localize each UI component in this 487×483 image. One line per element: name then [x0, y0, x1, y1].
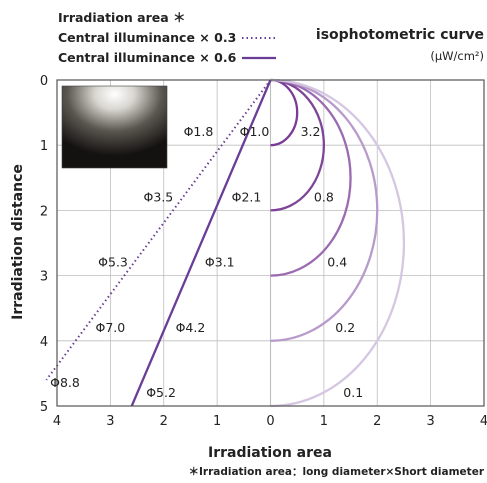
- diameter-label: Φ4.2: [176, 320, 206, 335]
- legend-label-dotted: Central illuminance × 0.3: [58, 30, 236, 45]
- x-tick-label: 4: [480, 414, 487, 429]
- y-tick-labels: 0 1 2 3 4 5: [40, 74, 48, 415]
- legend-label-solid: Central illuminance × 0.6: [58, 50, 237, 65]
- diameter-label: Φ7.0: [96, 320, 126, 335]
- curve-value-labels: 3.2 0.8 0.4 0.2 0.1: [301, 124, 364, 400]
- x-tick-label: 2: [160, 414, 168, 429]
- footnote: ＊Irradiation area：long diameter×Short di…: [188, 466, 484, 478]
- diameter-label: Φ3.1: [205, 255, 235, 270]
- x-tick-label: 1: [213, 414, 221, 429]
- x-tick-label: 3: [106, 414, 114, 429]
- curve-value-label: 0.2: [335, 320, 355, 335]
- y-tick-label: 1: [40, 139, 48, 154]
- legend: Irradiation area ＊ Central illuminance ×…: [58, 10, 276, 65]
- chart-title: isophotometric curve: [316, 27, 484, 43]
- y-axis-title: Irradiation distance: [10, 164, 26, 320]
- diameter-label: Φ1.0: [240, 124, 270, 139]
- diameter-labels: Φ1.0 Φ1.8 Φ2.1 Φ3.5 Φ3.1 Φ5.3 Φ4.2 Φ7.0 Φ5.2 Φ8.8: [50, 124, 269, 400]
- x-tick-label: 2: [373, 414, 381, 429]
- chart-unit: (μW/cm²): [430, 49, 484, 63]
- isophotometric-curves: [270, 78, 406, 408]
- y-tick-label: 0: [40, 74, 48, 89]
- legend-header: Irradiation area ＊: [58, 10, 186, 25]
- curve-value-label: 3.2: [301, 124, 321, 139]
- y-tick-label: 4: [40, 335, 48, 350]
- isophotometric-curve-0-4: [270, 78, 352, 277]
- diameter-label: Φ8.8: [50, 375, 80, 390]
- lamp-photo: [61, 85, 168, 169]
- x-tick-label: 1: [320, 414, 328, 429]
- curve-value-label: 0.4: [327, 255, 347, 270]
- diameter-label: Φ1.8: [184, 124, 214, 139]
- beam-lines: [45, 79, 272, 407]
- x-axis-title: Irradiation area: [208, 445, 332, 461]
- diameter-label: Φ3.5: [144, 189, 174, 204]
- x-tick-label: 0: [266, 414, 274, 429]
- beam-line-solid: [130, 79, 272, 407]
- y-tick-label: 2: [40, 204, 48, 219]
- diameter-label: Φ5.3: [98, 255, 128, 270]
- x-tick-label: 3: [426, 414, 434, 429]
- x-tick-labels: 4 3 2 1 0 1 2 3 4: [53, 414, 487, 429]
- diameter-label: Φ2.1: [232, 189, 262, 204]
- y-tick-label: 3: [40, 270, 48, 285]
- plot-border: [56, 79, 485, 407]
- isophotometric-curve-3-2: [270, 78, 299, 147]
- y-tick-label: 5: [40, 400, 48, 415]
- isophotometric-curve-0-2: [270, 78, 379, 342]
- isophotometric-curve-0-8: [270, 78, 325, 212]
- curve-value-label: 0.8: [314, 189, 334, 204]
- x-tick-label: 4: [53, 414, 61, 429]
- isophotometric-curve-0-1: [270, 78, 406, 408]
- curve-value-label: 0.1: [343, 385, 363, 400]
- diameter-label: Φ5.2: [146, 385, 176, 400]
